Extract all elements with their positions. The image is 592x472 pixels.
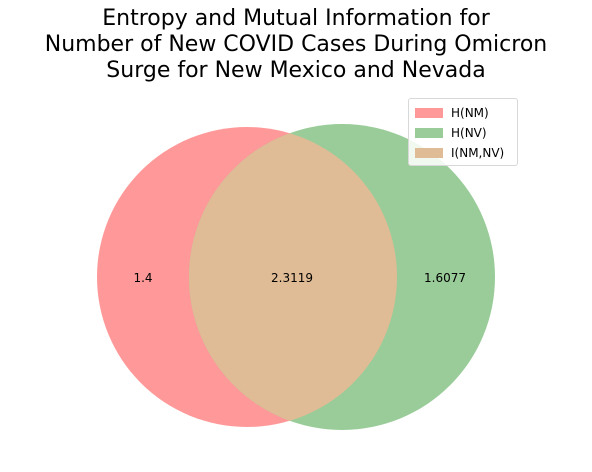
legend-label-nm: H(NM) (451, 106, 489, 120)
legend-swatch-nm (415, 108, 443, 118)
intersection-value: 2.3119 (271, 271, 313, 285)
legend-item-intersection: I(NM,NV) (415, 143, 511, 163)
title-line-3: Surge for New Mexico and Nevada (106, 58, 486, 83)
legend-item-nv: H(NV) (415, 123, 511, 143)
legend: H(NM) H(NV) I(NM,NV) (408, 98, 518, 166)
title-line-1: Entropy and Mutual Information for (102, 6, 490, 31)
legend-swatch-nv (415, 128, 443, 138)
legend-swatch-intersection (415, 148, 443, 158)
chart-title: Entropy and Mutual Information for Numbe… (0, 6, 592, 84)
intersection-region (189, 127, 397, 427)
legend-label-nv: H(NV) (451, 126, 487, 140)
legend-label-intersection: I(NM,NV) (451, 146, 505, 160)
title-line-2: Number of New COVID Cases During Omicron (44, 32, 548, 57)
set-nm-only-value: 1.4 (133, 271, 152, 285)
legend-item-nm: H(NM) (415, 103, 511, 123)
set-nv-only-value: 1.6077 (424, 271, 466, 285)
